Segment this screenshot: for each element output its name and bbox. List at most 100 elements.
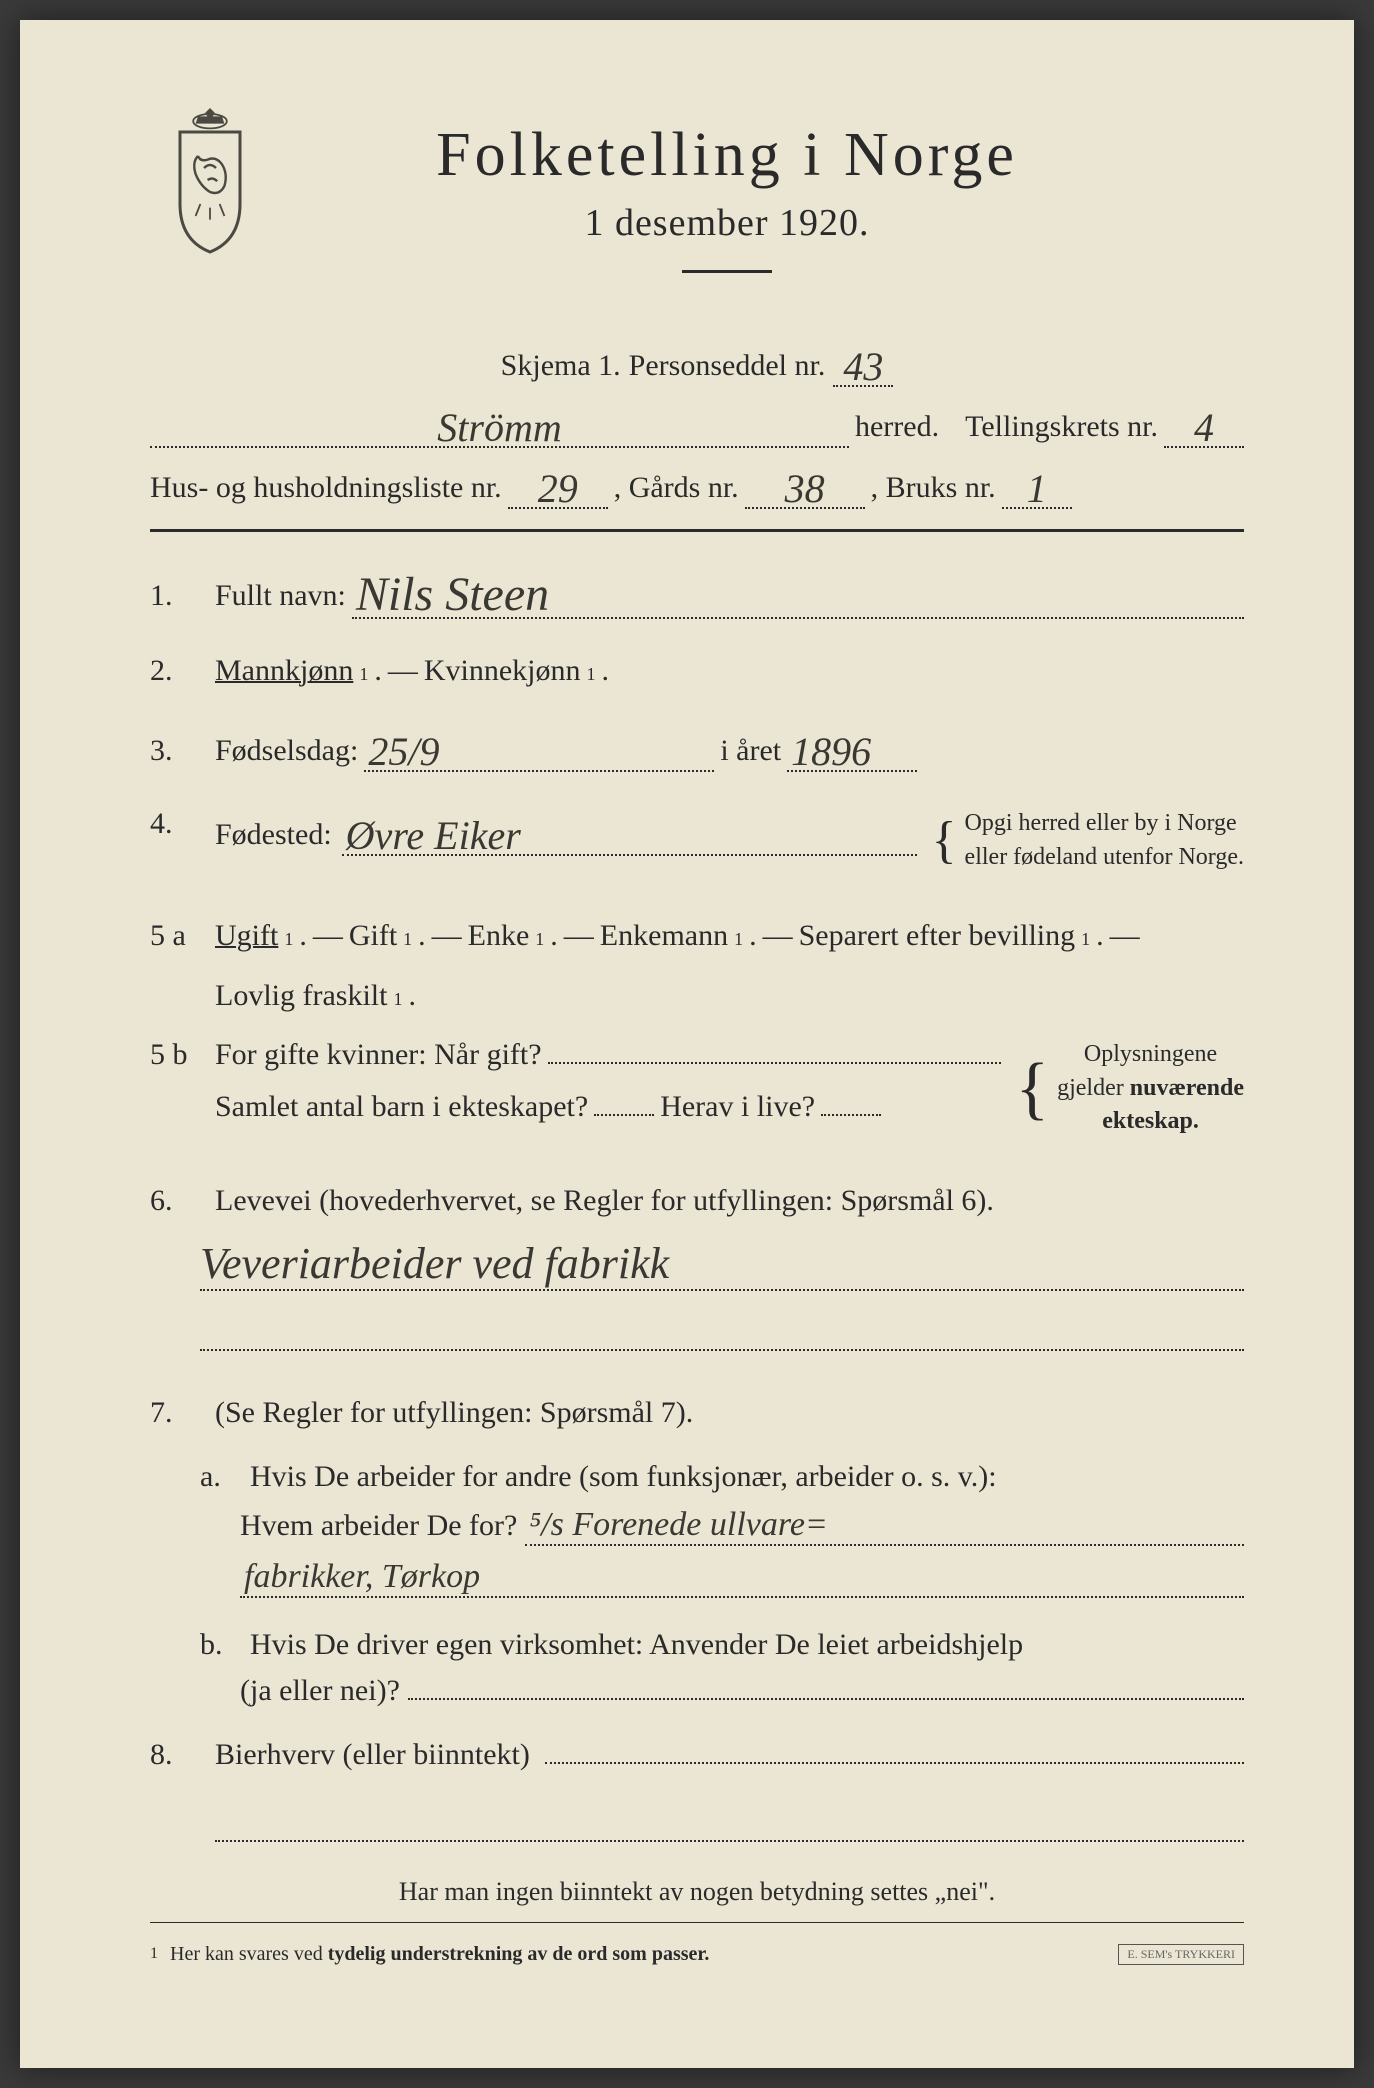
q5b-note3: ekteskap.: [1057, 1105, 1244, 1139]
form-header-line-2: Strömm herred. Tellingskrets nr. 4: [150, 399, 1244, 448]
q5b-label1: For gifte kvinner: Når gift?: [215, 1038, 542, 1072]
question-8: 8. Bierhverv (eller biinntekt): [150, 1738, 1244, 1772]
q7-num: 7.: [150, 1396, 200, 1430]
footer-note: Har man ingen biinntekt av nogen betydni…: [150, 1877, 1244, 1907]
q5a-num: 5 a: [150, 919, 200, 953]
q5a-sup2: 1: [403, 923, 412, 955]
sep1: —: [313, 909, 343, 963]
q4-note-line1: Opgi herred eller by i Norge: [965, 807, 1244, 841]
q7b-num: b.: [200, 1628, 235, 1662]
q7a-label: Hvis De arbeider for andre (som funksjon…: [250, 1460, 997, 1494]
q7b-field: [408, 1698, 1244, 1700]
q7-label: (Se Regler for utfyllingen: Spørsmål 7).: [215, 1396, 693, 1430]
q2-period1: .: [374, 654, 382, 688]
q7b-sublabel: (ja eller nei)?: [240, 1674, 400, 1708]
subtitle: 1 desember 1920.: [436, 201, 1018, 245]
q7a-value2: fabrikker, Tørkop: [244, 1558, 480, 1595]
footnote-num: 1: [150, 1945, 158, 1963]
sep2: —: [432, 909, 462, 963]
title-block: Folketelling i Norge 1 desember 1920.: [436, 120, 1018, 308]
q7a-sublabel: Hvem arbeider De for?: [240, 1509, 517, 1543]
gards-value: 38: [785, 466, 825, 511]
question-4: 4. Fødested: Øvre Eiker { Opgi herred el…: [150, 807, 1244, 874]
gards-label: , Gårds nr.: [614, 471, 739, 505]
main-title: Folketelling i Norge: [436, 120, 1018, 191]
tellingskrets-value: 4: [1194, 405, 1214, 450]
q4-note: { Opgi herred eller by i Norge eller fød…: [932, 807, 1244, 874]
q7b-label: Hvis De driver egen virksomhet: Anvender…: [250, 1628, 1023, 1662]
q2-period2: .: [601, 654, 609, 688]
q8-label: Bierhverv (eller biinntekt): [215, 1738, 530, 1772]
herred-field: Strömm: [150, 399, 849, 448]
q5b-field2: [594, 1114, 654, 1116]
skjema-label: Skjema 1.: [501, 349, 621, 383]
q5a-p3: .: [550, 909, 558, 963]
q7a-num: a.: [200, 1460, 235, 1494]
husliste-label: Hus- og husholdningsliste nr.: [150, 471, 502, 505]
q5a-p4: .: [749, 909, 757, 963]
q2-sup2: 1: [586, 664, 595, 685]
header-divider: [150, 529, 1244, 532]
page-header: Folketelling i Norge 1 desember 1920.: [150, 120, 1244, 308]
q6-answer-line1: Veveriarbeider ved fabrikk: [200, 1233, 1244, 1291]
q5b-note-text: Oplysningene gjelder gjelder nuværendenu…: [1057, 1038, 1244, 1139]
q5a-p6: .: [408, 969, 416, 1023]
question-7: 7. (Se Regler for utfyllingen: Spørsmål …: [150, 1396, 1244, 1708]
q2-num: 2.: [150, 654, 200, 688]
q5a-ugift: Ugift: [215, 909, 278, 963]
q2-content: Mannkjønn1. — Kvinnekjønn1.: [215, 654, 1244, 688]
question-6: 6. Levevei (hovederhvervet, se Regler fo…: [150, 1184, 1244, 1351]
footnote: 1 Her kan svares ved tydelig understrekn…: [150, 1943, 1244, 1966]
q7b-line: (ja eller nei)?: [240, 1674, 1244, 1708]
q1-content: Fullt navn: Nils Steen: [215, 562, 1244, 619]
question-5a: 5 a Ugift1. — Gift1. — Enke1. — Enkemann…: [150, 909, 1244, 1023]
sep4: —: [763, 909, 793, 963]
q5a-gift: Gift: [349, 909, 397, 963]
q5b-line2: Samlet antal barn i ekteskapet? Herav i …: [215, 1090, 1001, 1124]
q3-label: Fødselsdag:: [215, 734, 358, 768]
q4-value: Øvre Eiker: [346, 813, 521, 858]
q7a-line1: Hvem arbeider De for? ⁵/s Forenede ullva…: [240, 1506, 1244, 1546]
q5a-separert: Separert efter bevilling: [799, 909, 1076, 963]
herred-value: Strömm: [437, 405, 561, 450]
census-form-page: Folketelling i Norge 1 desember 1920. Sk…: [20, 20, 1354, 2068]
q5b-field3: [821, 1114, 881, 1116]
bracket-icon-2: {: [1016, 1061, 1050, 1117]
form-header: Skjema 1. Personseddel nr. 43 Strömm her…: [150, 338, 1244, 509]
q7a-line2: fabrikker, Tørkop: [240, 1558, 1244, 1598]
q8-field: [545, 1762, 1244, 1764]
tellingskrets-field: 4: [1164, 399, 1244, 448]
q3-num: 3.: [150, 734, 200, 768]
gards-field: 38: [745, 460, 865, 509]
form-header-line-3: Hus- og husholdningsliste nr. 29 , Gårds…: [150, 460, 1244, 509]
q5a-p2: .: [418, 909, 426, 963]
q7a-value1: ⁵/s Forenede ullvare=: [529, 1506, 828, 1543]
q5b-label2: Samlet antal barn i ekteskapet?: [215, 1090, 588, 1124]
q3-year-label: i året: [720, 734, 781, 768]
husliste-field: 29: [508, 460, 608, 509]
q2-mann: Mannkjønn: [215, 654, 353, 688]
personseddel-label: Personseddel nr.: [629, 349, 826, 383]
q4-label: Fødested:: [215, 818, 332, 852]
q1-label: Fullt navn:: [215, 579, 346, 613]
q3-content: Fødselsdag: 25/9 i året 1896: [215, 723, 1244, 772]
q5b-note1: Oplysningene: [1057, 1038, 1244, 1072]
footer-divider: [150, 1922, 1244, 1923]
personseddel-field: 43: [833, 338, 893, 387]
q4-main: Fødested: Øvre Eiker: [215, 807, 917, 856]
q8-num: 8.: [150, 1738, 200, 1772]
q6-value: Veveriarbeider ved fabrikk: [200, 1238, 669, 1289]
q8-field-line2: [215, 1802, 1244, 1842]
question-2: 2. Mannkjønn1. — Kvinnekjønn1.: [150, 654, 1244, 688]
q5a-content: Ugift1. — Gift1. — Enke1. — Enkemann1. —…: [215, 909, 1244, 1023]
q3-day-value: 25/9: [368, 729, 439, 774]
q1-field: Nils Steen: [352, 562, 1244, 619]
bruks-field: 1: [1002, 460, 1072, 509]
husliste-value: 29: [538, 466, 578, 511]
q5a-sup1: 1: [284, 923, 293, 955]
q4-field: Øvre Eiker: [342, 807, 917, 856]
sep5: —: [1110, 909, 1140, 963]
q5b-line1: For gifte kvinner: Når gift?: [215, 1038, 1001, 1072]
form-header-line-1: Skjema 1. Personseddel nr. 43: [150, 338, 1244, 387]
q5b-left: For gifte kvinner: Når gift? Samlet anta…: [215, 1038, 1001, 1124]
